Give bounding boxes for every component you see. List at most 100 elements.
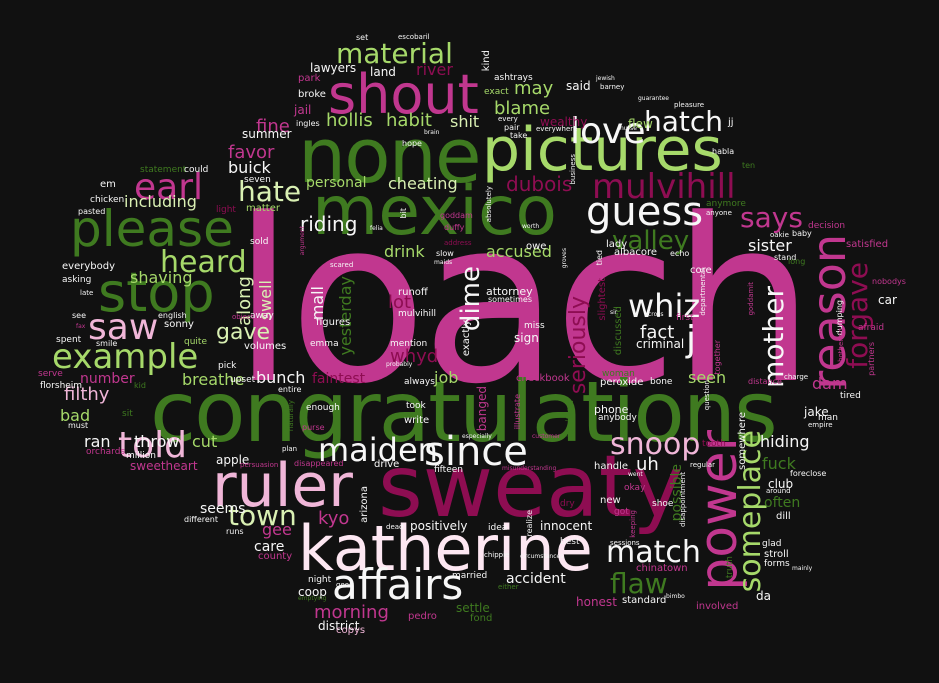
word: forms xyxy=(764,559,790,569)
word: snoop xyxy=(610,427,701,462)
word: jj xyxy=(728,117,734,128)
word: yesterday xyxy=(336,276,355,356)
word: jail xyxy=(294,103,312,117)
word: fact xyxy=(640,322,675,343)
word: flew xyxy=(628,117,653,131)
word: copys xyxy=(336,625,366,636)
word: buick xyxy=(228,158,271,177)
word: always xyxy=(404,377,435,387)
word: hiding xyxy=(760,432,810,451)
word: got xyxy=(614,507,629,517)
word: absolutely xyxy=(485,186,493,223)
word: cross xyxy=(648,311,664,318)
word: probably xyxy=(386,361,413,368)
word: riding xyxy=(300,212,358,236)
word: english xyxy=(158,311,187,320)
word: arizona xyxy=(359,486,370,523)
word: take xyxy=(510,131,528,140)
word: away xyxy=(250,311,274,321)
word: man xyxy=(818,413,838,423)
word: goddam xyxy=(440,211,473,220)
word: drive xyxy=(374,459,400,470)
word: sometimes xyxy=(488,295,533,304)
word: everywhere xyxy=(536,125,578,133)
word: purse xyxy=(302,423,325,432)
word: stop xyxy=(98,261,215,324)
word: earl xyxy=(134,167,204,208)
word: throw xyxy=(134,432,180,451)
word: nobodys xyxy=(872,277,906,286)
word: sessions xyxy=(610,539,640,547)
word: baby xyxy=(792,229,812,238)
word: number xyxy=(80,371,135,387)
word: club xyxy=(768,477,794,491)
word: oakie xyxy=(770,231,789,239)
word: anybody xyxy=(598,413,637,423)
word: breathe xyxy=(182,370,245,389)
word: pair xyxy=(504,123,520,132)
word: best xyxy=(560,537,580,547)
word: shit xyxy=(450,112,480,131)
word: criminal xyxy=(636,337,685,351)
word: banged xyxy=(475,386,489,432)
word: habit xyxy=(386,110,432,131)
word: including xyxy=(124,192,197,211)
word: illustrate xyxy=(513,394,522,430)
word: ran xyxy=(84,432,111,451)
word: sit xyxy=(122,409,133,419)
word: congratulations xyxy=(150,363,778,461)
word: good xyxy=(336,581,354,589)
word: mexico xyxy=(312,172,558,251)
word: runoff xyxy=(398,287,428,298)
word: around xyxy=(766,487,791,495)
word: jake xyxy=(804,405,829,419)
word: albacore xyxy=(614,247,658,258)
word: job xyxy=(434,368,459,387)
word: plan xyxy=(282,445,298,453)
word: somewhere xyxy=(737,412,748,470)
word: positively xyxy=(410,519,468,533)
word: shoe xyxy=(652,499,674,509)
word: serve xyxy=(38,369,63,379)
word: checkbook xyxy=(516,373,570,384)
word: florsheim xyxy=(40,381,83,391)
word: da xyxy=(756,589,771,603)
word: exactly xyxy=(461,320,472,357)
word: cut xyxy=(192,432,218,451)
word: fine xyxy=(256,116,290,137)
word: habla xyxy=(712,147,735,156)
word: ashtrays xyxy=(494,73,533,83)
word: kid xyxy=(134,381,146,390)
word: match xyxy=(606,535,701,570)
word: jewish xyxy=(596,75,615,82)
word: faintest xyxy=(312,371,366,387)
word: told xyxy=(118,425,187,466)
word: every xyxy=(498,115,518,123)
word: went xyxy=(628,471,643,478)
word: ingles xyxy=(296,119,320,128)
word: regular xyxy=(690,461,716,469)
word: coop xyxy=(298,585,327,599)
word: pedro xyxy=(408,611,437,622)
word: anyone xyxy=(706,209,732,217)
word: misunderstanding xyxy=(502,465,557,472)
word: settle xyxy=(456,601,490,615)
word: satisfied xyxy=(846,239,889,250)
word: afraid xyxy=(858,323,885,333)
word: disappeared xyxy=(294,459,344,468)
word: felia xyxy=(370,225,383,232)
word: truth xyxy=(725,556,735,579)
word: chinatown xyxy=(636,563,688,574)
word: katherine xyxy=(298,512,593,585)
word: light xyxy=(216,205,236,215)
word: sold xyxy=(250,237,269,247)
word: idea xyxy=(488,523,508,533)
word: pictures xyxy=(482,115,723,185)
word: charge xyxy=(784,373,809,381)
word: heard xyxy=(160,245,247,280)
word: orchards xyxy=(86,447,126,457)
word: night xyxy=(308,575,332,585)
word: blame xyxy=(494,98,551,119)
word: partners xyxy=(867,342,876,376)
word: set xyxy=(356,33,369,42)
